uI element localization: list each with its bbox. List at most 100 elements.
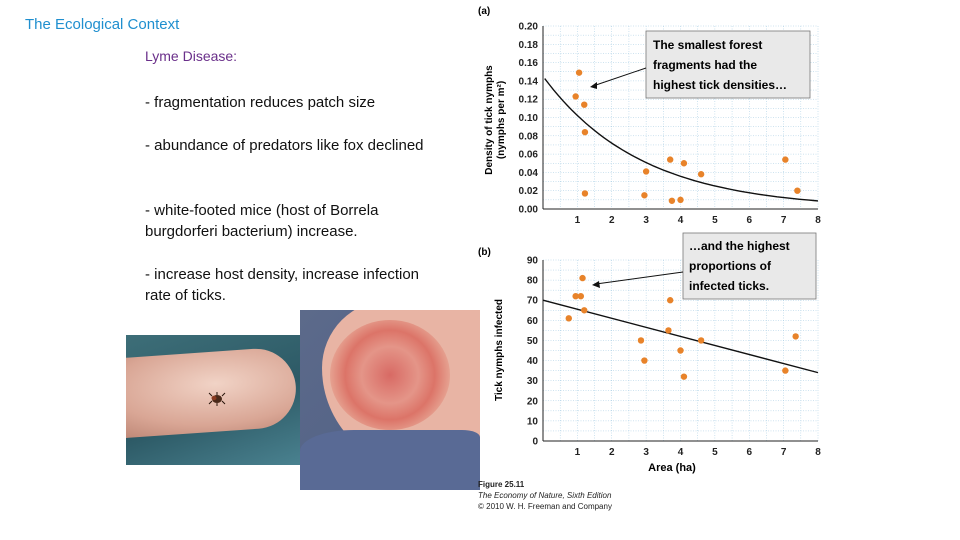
panel-b-grid [542,259,819,442]
a-y-tick-label: 0.14 [519,76,539,87]
a-y-tick-label: 0.02 [519,186,539,197]
panel-b-label: (b) [478,247,491,258]
a-data-point [581,190,589,197]
a-data-point [677,196,684,204]
panel-b-xlabel: Area (ha) [648,462,696,474]
b-data-point [581,307,588,314]
b-data-point [577,293,585,300]
a-y-tick-label: 0.20 [519,22,539,33]
a-x-tick-label: 8 [815,215,821,226]
panel-b-annotation-line1: …and the highest [689,239,790,253]
tick-on-finger-photo [126,335,302,465]
b-y-tick-label: 0 [532,437,538,448]
panel-a-annotation-line1: The smallest forest [653,38,762,52]
b-y-tick-label: 60 [527,316,539,327]
b-data-point [782,367,789,374]
panel-b-points [565,274,799,380]
panel-b-annotation-line2: proportions of [689,259,772,273]
b-y-tick-label: 80 [527,276,539,287]
b-x-tick-label: 5 [712,447,718,458]
bullet-fragmentation: - fragmentation reduces patch size [145,94,376,111]
a-x-tick-label: 6 [746,215,752,226]
panel-a-y-ticks: 0.00 0.02 0.04 0.06 0.08 0.10 0.12 0.14 0.16 0.18… [519,22,539,216]
b-data-point [572,293,579,300]
figure-credit-line3: © 2010 W. H. Freeman and Company [478,502,612,511]
panel-a-trend-curve [544,78,819,202]
b-x-tick-label: 3 [643,447,649,458]
b-data-point [637,337,645,344]
b-y-tick-label: 90 [527,256,539,267]
a-y-tick-label: 0.12 [519,95,539,106]
b-data-point [565,315,572,322]
panel-b-arrow-head [592,281,600,288]
a-data-point [666,156,674,163]
panel-a-points [572,69,801,204]
panel-a-arrow-head [590,82,597,89]
panel-b-trend-line [542,299,819,374]
slide-subtitle: Lyme Disease: [145,48,238,64]
tick-icon [208,392,226,406]
a-y-tick-label: 0.06 [519,150,539,161]
a-data-point [782,156,789,163]
b-data-point [792,333,799,340]
a-x-tick-label: 5 [712,215,718,226]
a-data-point [642,168,650,175]
b-x-tick-label: 2 [609,447,615,458]
a-y-tick-label: 0.04 [519,168,539,179]
b-x-tick-label: 1 [575,447,581,458]
panel-a-ylabel-line1: Density of tick nymphs [484,65,495,175]
a-data-point [697,171,705,178]
panel-a-annotation-arrow [592,67,647,87]
panel-a-annotation-box [645,30,811,99]
a-data-point [641,192,648,199]
b-y-tick-label: 10 [527,416,539,427]
b-x-tick-label: 6 [746,447,752,458]
panel-a-ylabel-line2: (nymphs per m²) [496,81,507,159]
b-data-point [666,297,674,304]
a-x-tick-label: 3 [643,215,649,226]
bullet-host-density: - increase host density, increase infect… [145,266,420,304]
a-x-tick-label: 2 [609,215,615,226]
b-data-point [641,357,648,364]
panel-a-label: (a) [478,6,490,17]
b-y-tick-label: 30 [527,376,539,387]
b-y-tick-label: 50 [527,336,539,347]
panel-b-ylabel: Tick nymphs infected [494,299,505,401]
panel-b-annotation-arrow [595,271,684,285]
b-data-point [677,347,684,354]
a-data-point [668,197,676,204]
b-data-point [680,373,688,380]
b-x-tick-label: 4 [678,447,684,458]
a-y-tick-label: 0.00 [519,205,539,216]
a-data-point [572,93,579,100]
b-data-point [665,327,672,334]
a-x-tick-label: 4 [678,215,684,226]
a-x-tick-label: 7 [781,215,787,226]
bullet-mice: - white-footed mice (host of Borrela bur… [145,202,379,240]
panel-b-annotation-line3: infected ticks. [689,279,769,293]
panel-a-x-ticks: 1 2 3 4 5 6 7 8 [575,215,822,226]
b-x-tick-label: 7 [781,447,787,458]
panel-b-annotation-box [682,232,817,300]
a-y-tick-label: 0.08 [519,131,539,142]
b-data-point [579,274,586,282]
bullet-predators: - abundance of predators like fox declin… [145,137,424,154]
a-data-point [680,160,688,167]
b-y-tick-label: 20 [527,396,539,407]
a-data-point [575,69,583,76]
slide-title: The Ecological Context [25,16,180,33]
figure-credit-line2: The Economy of Nature, Sixth Edition [478,491,612,500]
a-y-tick-label: 0.16 [519,58,539,69]
b-x-tick-label: 8 [815,447,821,458]
a-y-tick-label: 0.18 [519,40,539,51]
a-data-point [581,128,589,136]
panel-a-annotation-line3: highest tick densities… [653,78,787,92]
bullseye-rash-photo [300,310,480,490]
a-y-tick-label: 0.10 [519,113,539,124]
b-y-tick-label: 40 [527,356,539,367]
panel-b-y-ticks: 0 10 20 30 40 50 60 70 80 90 [527,256,539,448]
panel-a-annotation-line2: fragments had the [653,58,757,72]
b-y-tick-label: 70 [527,296,539,307]
a-data-point [581,101,588,108]
